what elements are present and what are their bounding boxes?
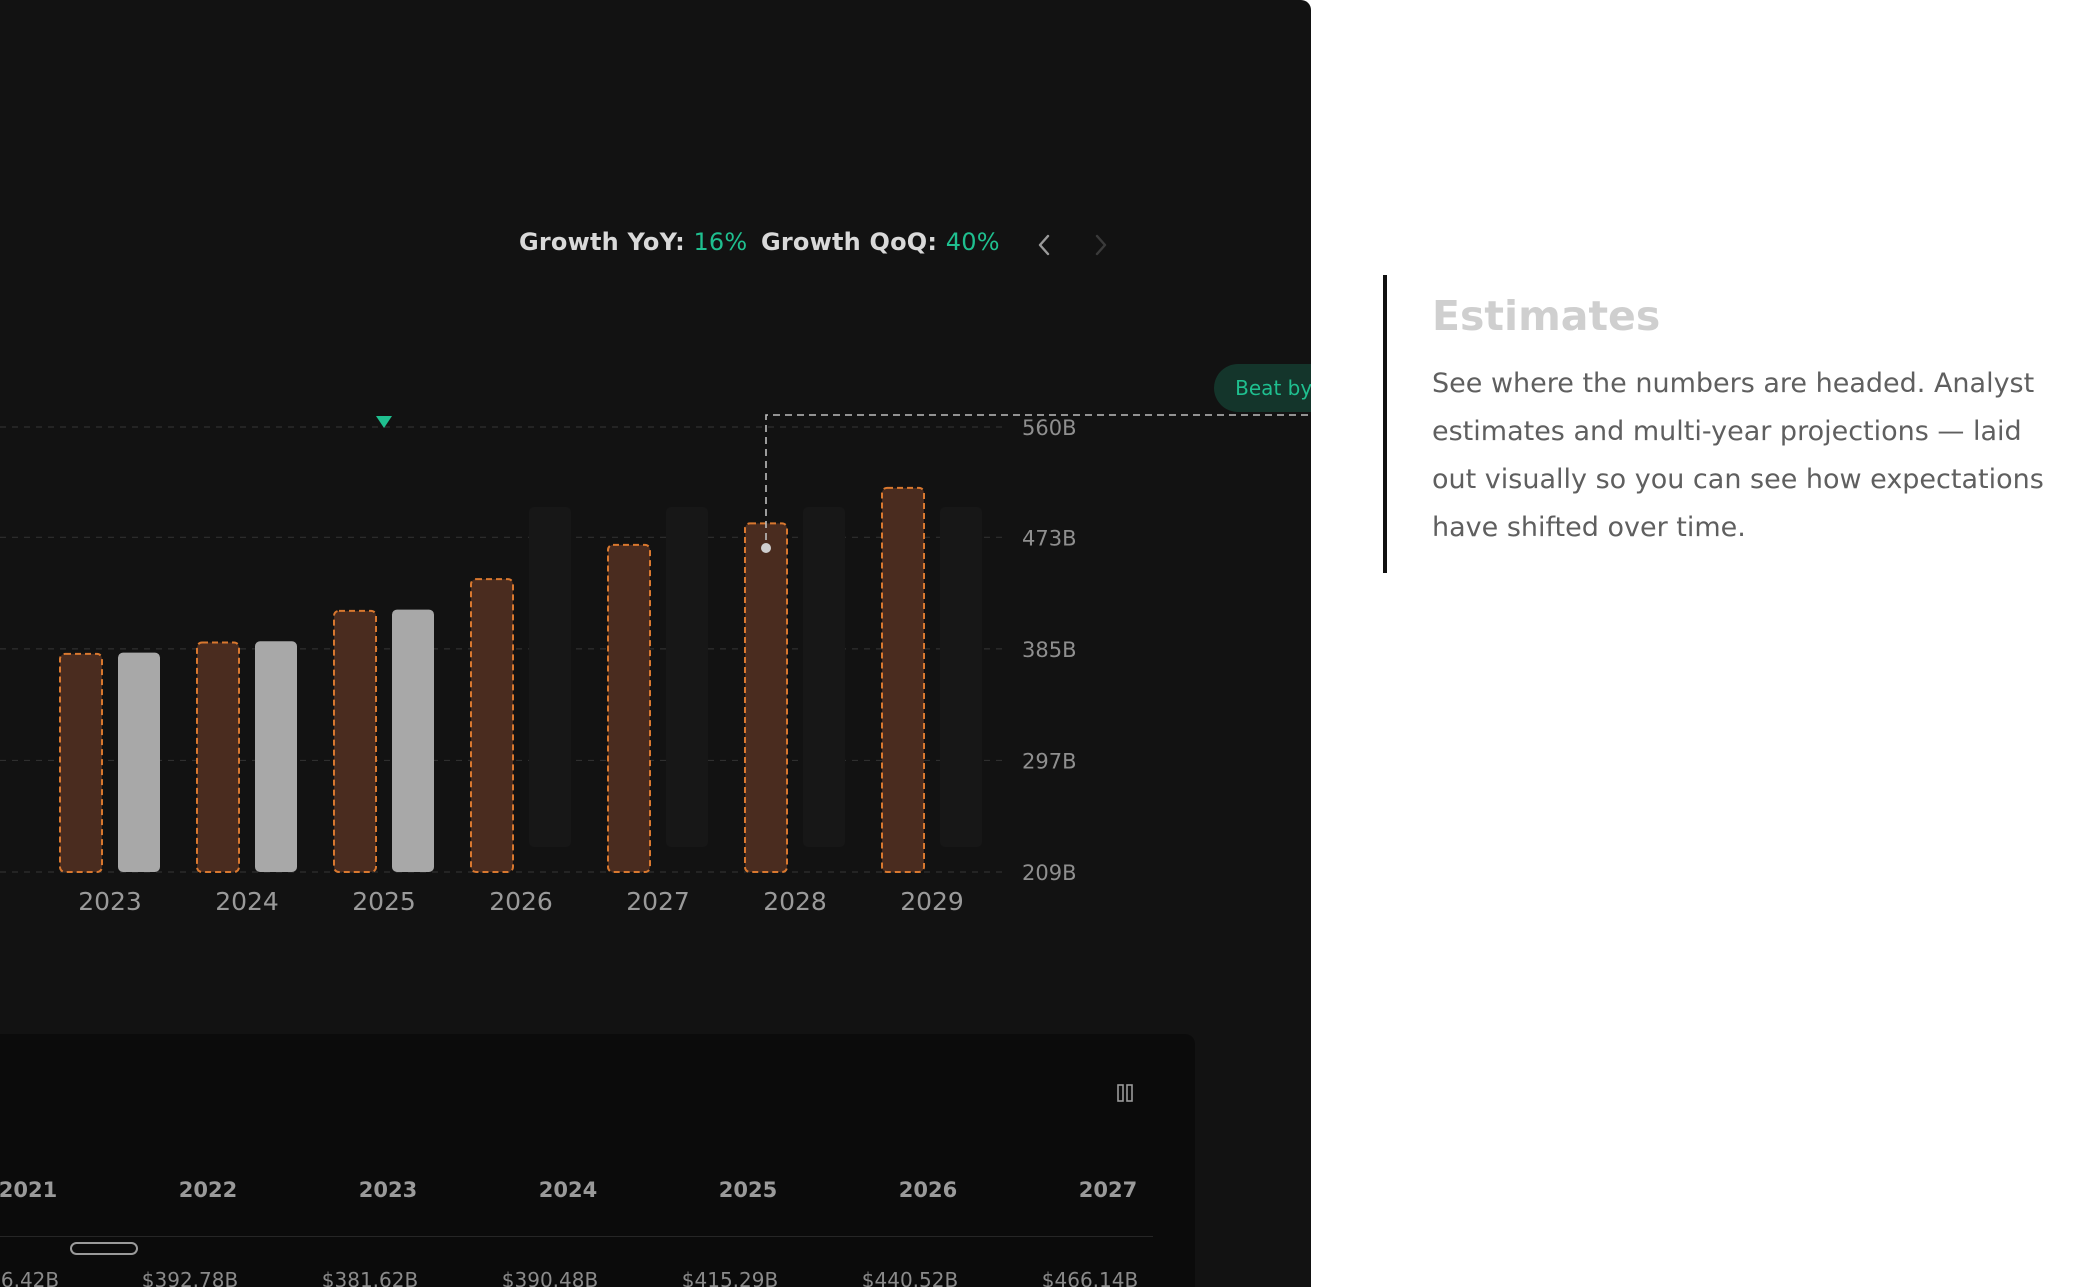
table-year-header: 2021 <box>0 1178 58 1202</box>
x-tick-label: 2028 <box>763 887 827 916</box>
y-tick-label: 297B <box>1022 749 1077 773</box>
placeholder-bar <box>940 507 982 847</box>
side-title: Estimates <box>1432 292 1661 340</box>
x-tick-label: 2027 <box>626 887 690 916</box>
side-body: See where the numbers are headed. Analys… <box>1432 368 2044 543</box>
table-year-header: 2024 <box>538 1178 598 1202</box>
y-tick-label: 209B <box>1022 861 1077 885</box>
table-value-cell: $415.29B <box>681 1268 779 1287</box>
table-scroll-handle[interactable] <box>70 1242 138 1255</box>
table-value-cell: $440.52B <box>861 1268 959 1287</box>
estimate-bar <box>470 578 514 874</box>
x-tick-label: 2026 <box>489 887 553 916</box>
x-tick-label: 2024 <box>215 887 279 916</box>
side-accent-line <box>1383 275 1387 573</box>
table-year-header: 2022 <box>178 1178 238 1202</box>
growth-yoy: Growth YoY: 16% <box>519 228 747 260</box>
x-tick-label: 2025 <box>352 887 416 916</box>
table-year-header: 2026 <box>898 1178 958 1202</box>
chevron-right-icon[interactable] <box>1085 230 1115 260</box>
placeholder-bar <box>803 507 845 847</box>
estimate-bar <box>59 652 103 873</box>
chevron-left-icon[interactable] <box>1030 230 1060 260</box>
table-value-cell: $381.62B <box>321 1268 419 1287</box>
growth-yoy-label: Growth YoY: <box>519 228 685 256</box>
estimate-bar <box>196 641 240 873</box>
placeholder-bar <box>529 507 571 847</box>
table-year-header: 2023 <box>358 1178 418 1202</box>
chart-panel: Growth YoY: 16% Growth QoQ: 40% Beat by … <box>0 0 1311 1287</box>
actual-bar <box>255 641 297 872</box>
beat-tooltip-text: Beat by +0.21% <box>1235 376 1311 400</box>
growth-qoq-label: Growth QoQ: <box>761 228 938 256</box>
tooltip-pointer <box>376 416 392 428</box>
placeholder-bar <box>666 507 708 847</box>
y-tick-label: 560B <box>1022 416 1077 440</box>
table-year-header: 2025 <box>718 1178 778 1202</box>
x-tick-label: 2029 <box>900 887 964 916</box>
beat-tooltip: Beat by +0.21% <box>1214 364 1311 412</box>
growth-qoq: Growth QoQ: 40% <box>761 228 1000 260</box>
table-value-cell: 6.42B <box>0 1268 60 1287</box>
estimate-bar <box>607 543 651 874</box>
growth-yoy-value: 16% <box>693 228 748 256</box>
estimate-bar <box>333 609 377 873</box>
actual-bar <box>118 652 160 872</box>
hover-crosshair <box>765 414 1311 540</box>
y-tick-label: 385B <box>1022 638 1077 662</box>
table-year-header: 2027 <box>1078 1178 1138 1202</box>
actual-bar <box>392 609 434 872</box>
table-value-cell: $390.48B <box>501 1268 599 1287</box>
data-table <box>0 1034 1195 1287</box>
table-value-cell: $466.14B <box>1041 1268 1139 1287</box>
table-value-cell: $392.78B <box>141 1268 239 1287</box>
growth-qoq-value: 40% <box>945 228 1000 256</box>
estimate-bar <box>744 522 788 873</box>
table-divider <box>0 1236 1153 1237</box>
hover-dot <box>761 543 771 553</box>
x-tick-label: 2023 <box>78 887 142 916</box>
estimate-bar <box>881 486 925 873</box>
pause-icon[interactable] <box>1117 1083 1133 1103</box>
y-tick-label: 473B <box>1022 526 1077 550</box>
